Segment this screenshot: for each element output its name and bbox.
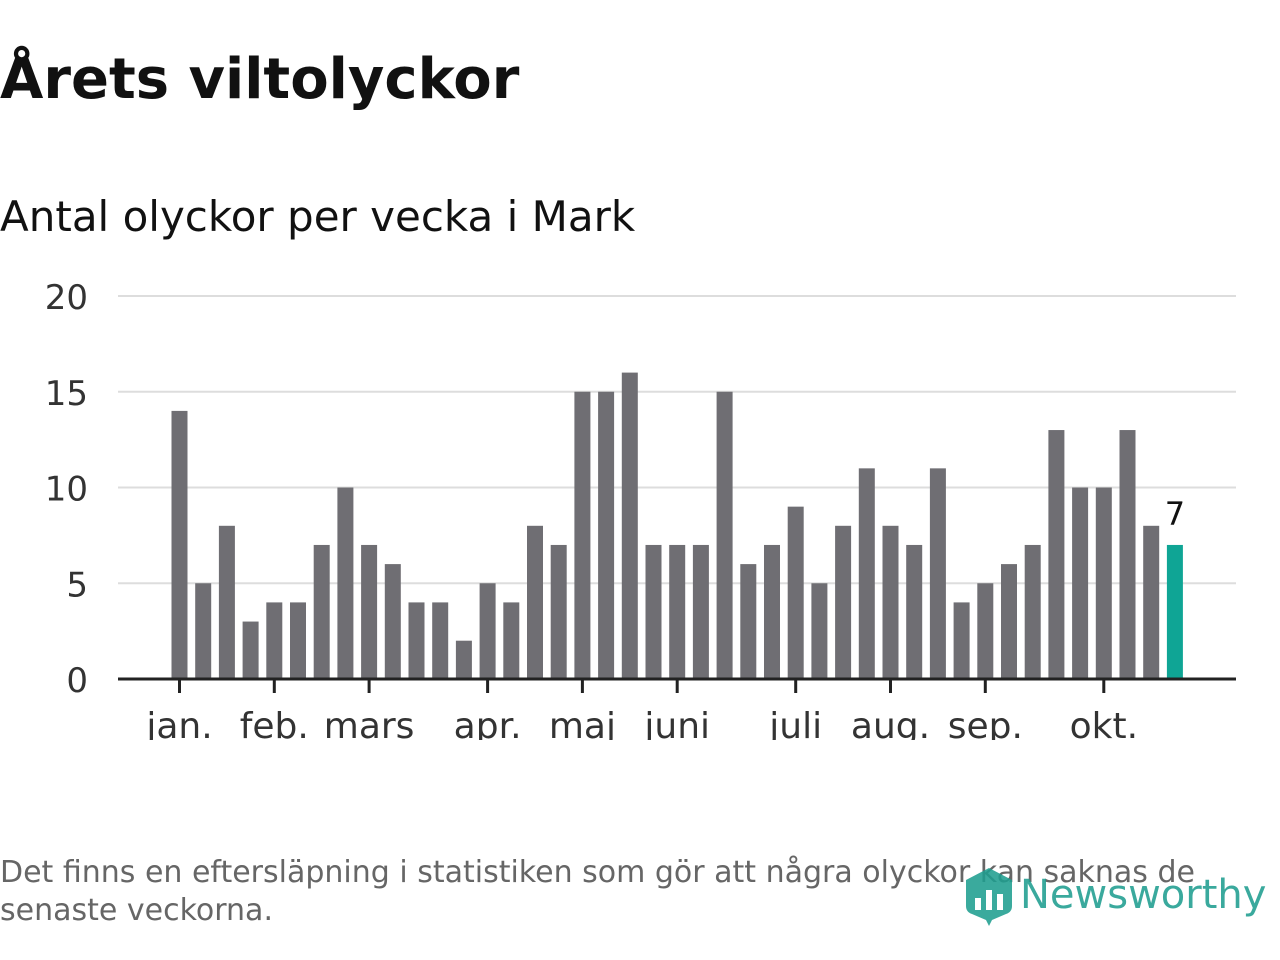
bar [835,525,852,679]
bar [1001,564,1017,679]
bar [1048,430,1065,679]
logo-text: Newsworthy [1020,872,1267,918]
bar [1143,525,1160,679]
x-tick-label: apr. [454,706,522,740]
x-tick-label: juli [768,706,822,740]
x-tick-label: aug. [851,706,930,740]
y-tick-label: 5 [66,565,88,605]
bar [550,544,567,679]
bar [195,583,212,679]
bar [787,506,804,679]
bar [361,544,378,679]
bar-highlight [1166,544,1183,679]
bar [929,468,946,679]
y-tick-label: 15 [45,374,88,414]
bar [266,602,283,679]
bar [621,372,638,679]
bar [1119,430,1136,679]
newsworthy-logo-icon [966,868,1012,926]
bar [645,544,662,679]
y-tick-label: 10 [45,470,88,510]
bar [811,583,828,679]
bar [906,544,923,679]
last-value-label: 7 [1165,495,1185,533]
bar [882,525,899,679]
bar [858,468,875,679]
bar [171,410,188,679]
bar [218,525,235,679]
bar [1095,487,1112,679]
x-tick-label: sep. [948,706,1023,740]
bar [740,564,757,679]
x-tick-label: jan. [145,706,212,740]
bar [408,602,425,679]
bar [337,487,354,679]
bar [432,602,449,679]
chart-title: Årets viltolyckor [0,47,520,112]
bar-chart: 0 5 10 15 20 7 jan. feb. mars apr. maj juni juli aug.… [45,278,1236,740]
bar [598,391,615,679]
bar [574,391,591,679]
bar [764,544,780,679]
x-tick-label: maj [549,706,616,740]
bar [692,544,709,679]
chart-subtitle: Antal olyckor per vecka i Mark [0,192,636,241]
bar [977,583,994,679]
x-tick-label: okt. [1070,706,1138,740]
bar [503,602,520,679]
bar [455,640,472,679]
bar [242,621,259,679]
x-tick-label: juni [643,706,710,740]
y-tick-label: 20 [45,278,88,318]
bar [313,544,330,679]
y-tick-label: 0 [66,661,88,701]
bar [1072,487,1089,679]
bar [527,525,543,679]
x-tick-label: feb. [240,706,309,740]
bar [669,544,686,679]
bar [1024,544,1041,679]
bar [953,602,970,679]
bar [479,583,496,679]
x-tick-label: mars [324,706,415,740]
bar [384,564,401,679]
newsworthy-logo: Newsworthy [962,860,1280,930]
bar [290,602,306,679]
bar [716,391,733,679]
